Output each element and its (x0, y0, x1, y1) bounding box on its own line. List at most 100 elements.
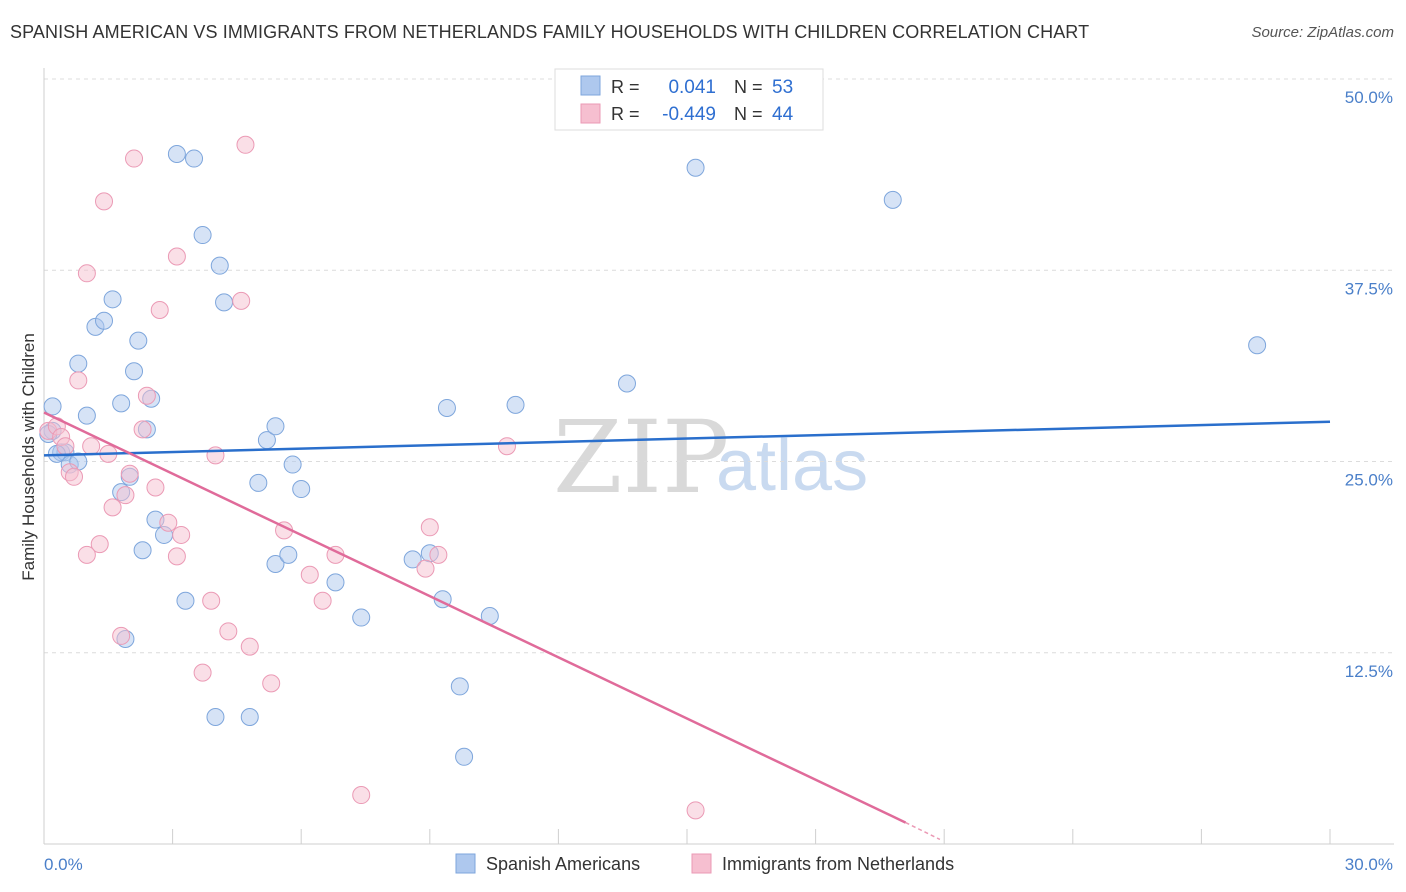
data-point-immigrants-netherlands (65, 467, 84, 486)
data-point-immigrants-netherlands (232, 291, 251, 310)
data-point-spanish-americans (403, 550, 422, 569)
data-point-immigrants-netherlands (133, 420, 152, 439)
data-point-spanish-americans (437, 398, 456, 417)
data-point-spanish-americans (69, 354, 88, 373)
data-point-immigrants-netherlands (219, 622, 238, 641)
data-point-spanish-americans (283, 455, 302, 474)
data-point-spanish-americans (95, 311, 114, 330)
data-point-spanish-americans (326, 573, 345, 592)
data-point-immigrants-netherlands (90, 535, 109, 554)
data-point-spanish-americans (249, 473, 268, 492)
legend-n-value-2: 44 (772, 104, 794, 125)
data-point-spanish-americans (125, 362, 144, 381)
y-axis-label: Family Households with Children (19, 333, 38, 581)
data-point-immigrants-netherlands (262, 674, 281, 693)
data-point-immigrants-netherlands (146, 478, 165, 497)
data-point-immigrants-netherlands (167, 547, 186, 566)
legend-r-label-1: R = (611, 77, 640, 97)
y-tick-label: 25.0% (1345, 471, 1393, 490)
legend-n-value-1: 53 (772, 77, 793, 98)
watermark-zip: ZIP (553, 399, 729, 516)
data-point-immigrants-netherlands (686, 801, 705, 820)
legend-swatch-blue (580, 75, 601, 96)
data-point-spanish-americans (617, 374, 636, 393)
legend-r-label-2: R = (611, 104, 640, 124)
data-point-spanish-americans (185, 149, 204, 168)
data-point-immigrants-netherlands (420, 518, 439, 537)
data-point-spanish-americans (266, 417, 285, 436)
data-point-spanish-americans (112, 394, 131, 413)
data-point-immigrants-netherlands (77, 545, 96, 564)
data-point-immigrants-netherlands (167, 247, 186, 266)
top-legend: R = 0.041 N = 53 R = -0.449 N = 44 (554, 68, 824, 131)
data-point-immigrants-netherlands (137, 386, 156, 405)
x-tick-label-min: 0.0% (44, 855, 83, 874)
data-point-spanish-americans (206, 708, 225, 727)
data-point-immigrants-netherlands (240, 637, 259, 656)
data-point-immigrants-netherlands (103, 498, 122, 517)
x-tick-label-max: 30.0% (1345, 855, 1393, 874)
legend-r-value-2: -0.449 (662, 104, 716, 125)
data-point-immigrants-netherlands (95, 192, 114, 211)
series-immigrants-netherlands (39, 135, 705, 820)
data-point-spanish-americans (240, 708, 259, 727)
data-point-spanish-americans (450, 677, 469, 696)
data-point-immigrants-netherlands (69, 371, 88, 390)
data-point-spanish-americans (193, 226, 212, 245)
data-point-spanish-americans (133, 541, 152, 560)
y-tick-labels: 12.5% 25.0% 37.5% 50.0% (1345, 88, 1393, 681)
data-point-immigrants-netherlands (112, 626, 131, 645)
data-point-immigrants-netherlands (82, 437, 101, 456)
chart-title: SPANISH AMERICAN VS IMMIGRANTS FROM NETH… (10, 22, 1090, 42)
data-point-immigrants-netherlands (56, 437, 75, 456)
watermark-atlas: atlas (716, 426, 868, 506)
data-point-immigrants-netherlands (429, 545, 448, 564)
data-point-immigrants-netherlands (125, 149, 144, 168)
bottom-legend-label-immigrants-netherlands: Immigrants from Netherlands (722, 854, 954, 874)
data-point-spanish-americans (686, 158, 705, 177)
data-point-spanish-americans (883, 190, 902, 209)
bottom-legend-swatch-blue (455, 853, 476, 874)
data-point-immigrants-netherlands (352, 786, 371, 805)
y-tick-label: 50.0% (1345, 88, 1393, 107)
data-point-spanish-americans (455, 747, 474, 766)
y-tick-label: 37.5% (1345, 279, 1393, 298)
data-point-spanish-americans (352, 608, 371, 627)
data-point-immigrants-netherlands (236, 135, 255, 154)
data-point-immigrants-netherlands (172, 525, 191, 544)
data-point-immigrants-netherlands (159, 513, 178, 532)
bottom-legend: Spanish Americans Immigrants from Nether… (455, 853, 954, 874)
data-point-immigrants-netherlands (206, 446, 225, 465)
data-point-immigrants-netherlands (202, 591, 221, 610)
data-point-spanish-americans (176, 591, 195, 610)
trend-line-spanish-americans (43, 420, 1331, 457)
legend-n-label-1: N = (734, 77, 763, 97)
data-point-immigrants-netherlands (193, 663, 212, 682)
data-point-immigrants-netherlands (77, 264, 96, 283)
data-point-spanish-americans (167, 144, 186, 163)
data-point-immigrants-netherlands (497, 437, 516, 456)
data-point-spanish-americans (1248, 336, 1267, 355)
legend-swatch-pink (580, 103, 601, 124)
grid-lines (44, 78, 1394, 654)
data-point-immigrants-netherlands (416, 559, 435, 578)
bottom-legend-swatch-pink (691, 853, 712, 874)
data-point-immigrants-netherlands (150, 301, 169, 320)
data-point-immigrants-netherlands (116, 486, 135, 505)
data-point-spanish-americans (103, 290, 122, 309)
trend-line-immigrants-netherlands (43, 411, 907, 824)
trend-line-immigrants-netherlands-extension (905, 821, 941, 841)
y-tick-label: 12.5% (1345, 662, 1393, 681)
data-point-spanish-americans (266, 555, 285, 574)
data-point-immigrants-netherlands (300, 565, 319, 584)
legend-n-label-2: N = (734, 104, 763, 124)
data-point-immigrants-netherlands (120, 464, 139, 483)
source-label: Source: ZipAtlas.com (1251, 24, 1394, 41)
data-point-spanish-americans (292, 480, 311, 499)
data-point-spanish-americans (77, 406, 96, 425)
bottom-legend-label-spanish-americans: Spanish Americans (486, 854, 640, 874)
data-point-spanish-americans (210, 256, 229, 275)
data-point-immigrants-netherlands (313, 591, 332, 610)
data-point-spanish-americans (506, 395, 525, 414)
